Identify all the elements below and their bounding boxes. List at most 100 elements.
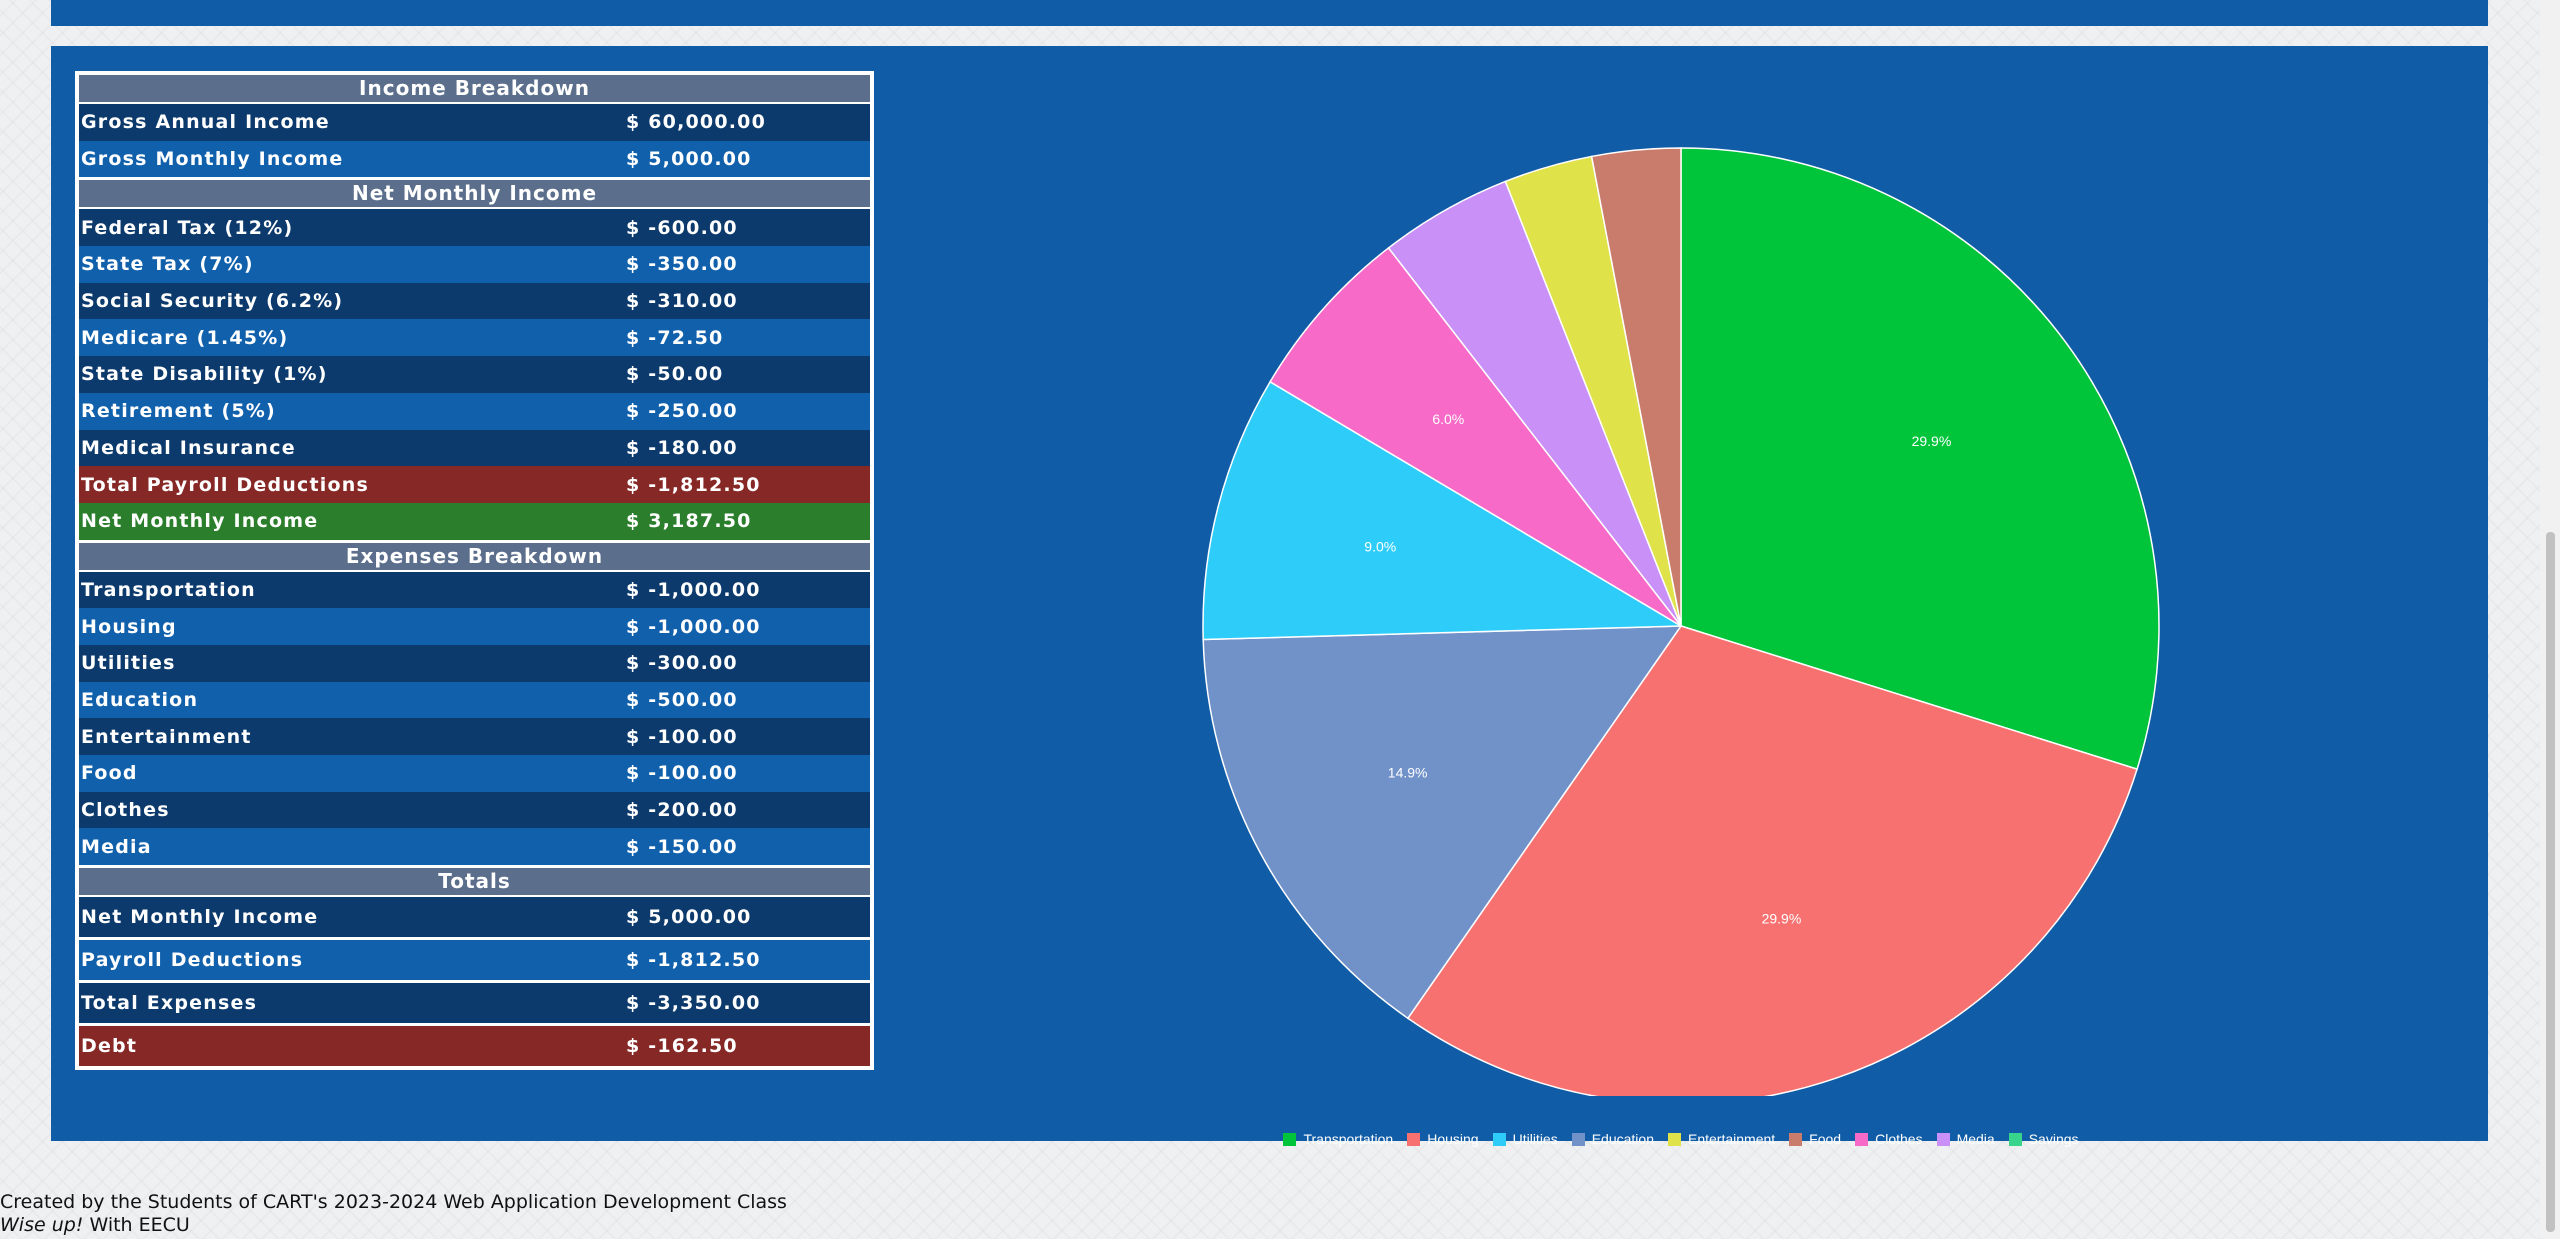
row-value: $ -250.00	[626, 400, 738, 423]
row-value: $ 5,000.00	[626, 148, 752, 171]
expense-pie-chart: 29.9% 29.9% 14.9% 9.0% 6.0% Transportation Ho…	[1181, 96, 2181, 1147]
row-label: Medical Insurance	[81, 436, 296, 459]
row-label: Total Payroll Deductions	[81, 473, 369, 496]
row-label: Clothes	[81, 799, 170, 822]
net-monthly-income-row: Net Monthly Income $ 3,187.50	[79, 502, 870, 543]
pie-chart-svg: 29.9% 29.9% 14.9% 9.0% 6.0%	[1202, 147, 2160, 1105]
row-value: $ -50.00	[626, 363, 724, 386]
row-value: $ -310.00	[626, 290, 738, 313]
legend-label: Entertainment	[1688, 1131, 1776, 1147]
income-breakdown-header: Income Breakdown	[79, 75, 870, 104]
row-value: $ -3,350.00	[626, 992, 761, 1015]
row-label: State Tax (7%)	[81, 253, 254, 276]
gross-annual-row: Gross Annual Income $ 60,000.00	[79, 104, 870, 141]
total-deductions-row: Total Payroll Deductions $ -1,812.50	[79, 466, 870, 503]
legend-label: Savings	[2028, 1131, 2079, 1147]
legend-item-media[interactable]: Media	[1936, 1131, 1995, 1147]
row-label: Retirement (5%)	[81, 400, 276, 423]
pie-slice-label: 9.0%	[1364, 539, 1396, 555]
pie-slice-label: 14.9%	[1388, 764, 1428, 780]
totals-header: Totals	[79, 868, 870, 898]
table-row: State Disability (1%) $ -50.00	[79, 356, 870, 393]
legend-swatch	[1936, 1132, 1950, 1146]
table-row: Federal Tax (12%) $ -600.00	[79, 209, 870, 247]
row-value: $ -200.00	[626, 799, 738, 822]
row-label: Social Security (6.2%)	[81, 290, 344, 313]
table-row: Utilities $ -300.00	[79, 644, 870, 682]
row-label: Federal Tax (12%)	[81, 216, 294, 239]
top-banner	[51, 0, 2488, 26]
pie-slice-housing[interactable]	[1406, 625, 2139, 1105]
legend-item-housing[interactable]: Housing	[1407, 1131, 1479, 1147]
table-row: Transportation $ -1,000.00	[79, 571, 870, 609]
legend-label: Clothes	[1875, 1131, 1923, 1147]
legend-swatch	[1855, 1132, 1869, 1146]
table-row: Entertainment $ -100.00	[79, 718, 870, 755]
legend-item-transportation[interactable]: Transportation	[1283, 1131, 1393, 1147]
pie-slice-food[interactable]	[1590, 147, 1682, 627]
table-row: Social Security (6.2%) $ -310.00	[79, 282, 870, 320]
row-value: $ -350.00	[626, 253, 738, 276]
row-value: $ 5,000.00	[626, 906, 752, 929]
table-row: Retirement (5%) $ -250.00	[79, 392, 870, 430]
legend-swatch	[1571, 1132, 1585, 1146]
legend-item-entertainment[interactable]: Entertainment	[1668, 1131, 1775, 1147]
scrollbar-thumb[interactable]	[2546, 532, 2555, 1232]
pie-slice-label: 29.9%	[1912, 433, 1952, 449]
row-value: $ -1,000.00	[626, 615, 761, 638]
table-row: Media $ -150.00	[79, 828, 870, 869]
legend-label: Transportation	[1303, 1131, 1394, 1147]
legend-label: Utilities	[1512, 1131, 1558, 1147]
pie-slice-education[interactable]	[1202, 625, 1683, 1020]
table-row: Medicare (1.45%) $ -72.50	[79, 319, 870, 357]
row-label: Net Monthly Income	[81, 510, 319, 533]
row-label: Education	[81, 688, 199, 711]
gross-monthly-row: Gross Monthly Income $ 5,000.00	[79, 140, 870, 181]
debt-row: Debt $ -162.50	[79, 1026, 870, 1067]
legend-swatch	[1789, 1132, 1803, 1146]
legend-label: Media	[1956, 1131, 1995, 1147]
row-label: Net Monthly Income	[81, 906, 319, 929]
legend-item-utilities[interactable]: Utilities	[1492, 1131, 1558, 1147]
legend-item-savings[interactable]: Savings	[2008, 1131, 2079, 1147]
pie-slice-utilities[interactable]	[1202, 380, 1684, 641]
footer-tagline-rest: With EECU	[83, 1214, 190, 1236]
row-label: Debt	[81, 1035, 138, 1058]
row-value: $ 60,000.00	[626, 111, 767, 134]
legend-label: Housing	[1427, 1131, 1479, 1147]
row-label: State Disability (1%)	[81, 363, 328, 386]
net-monthly-header: Net Monthly Income	[79, 180, 870, 210]
row-value: $ -100.00	[626, 725, 738, 748]
legend-swatch	[1407, 1132, 1421, 1146]
legend-swatch	[1283, 1132, 1297, 1146]
row-label: Entertainment	[81, 725, 252, 748]
row-value: $ -1,812.50	[626, 949, 761, 972]
row-label: Utilities	[81, 652, 176, 675]
totals-row: Net Monthly Income $ 5,000.00	[79, 897, 870, 941]
row-label: Medicare (1.45%)	[81, 326, 289, 349]
row-value: $ -1,000.00	[626, 578, 761, 601]
footer-tagline: Wise up! With EECU	[0, 1214, 787, 1237]
table-row: Medical Insurance $ -180.00	[79, 429, 870, 467]
legend-item-clothes[interactable]: Clothes	[1855, 1131, 1923, 1147]
legend-item-education[interactable]: Education	[1571, 1131, 1654, 1147]
row-label: Total Expenses	[81, 992, 258, 1015]
pie-slice-transportation[interactable]	[1680, 147, 2160, 771]
budget-panel: Income Breakdown Gross Annual Income $ 6…	[51, 46, 2488, 1147]
page-footer: Created by the Students of CART's 2023-2…	[0, 1191, 787, 1237]
page-scrollbar[interactable]	[2540, 0, 2560, 1239]
table-row: Clothes $ -200.00	[79, 791, 870, 829]
row-value: $ -600.00	[626, 216, 738, 239]
totals-row: Total Expenses $ -3,350.00	[79, 983, 870, 1027]
row-value: $ -150.00	[626, 835, 738, 858]
row-value: $ -100.00	[626, 762, 738, 785]
table-row: State Tax (7%) $ -350.00	[79, 246, 870, 283]
row-value: $ -180.00	[626, 436, 738, 459]
row-value: $ -300.00	[626, 652, 738, 675]
legend-swatch	[2008, 1132, 2022, 1146]
legend-item-food[interactable]: Food	[1789, 1131, 1841, 1147]
pie-slice-clothes[interactable]	[1269, 246, 1682, 627]
footer-credit: Created by the Students of CART's 2023-2…	[0, 1191, 787, 1213]
budget-table: Income Breakdown Gross Annual Income $ 6…	[75, 71, 874, 1071]
legend-label: Food	[1809, 1131, 1842, 1147]
